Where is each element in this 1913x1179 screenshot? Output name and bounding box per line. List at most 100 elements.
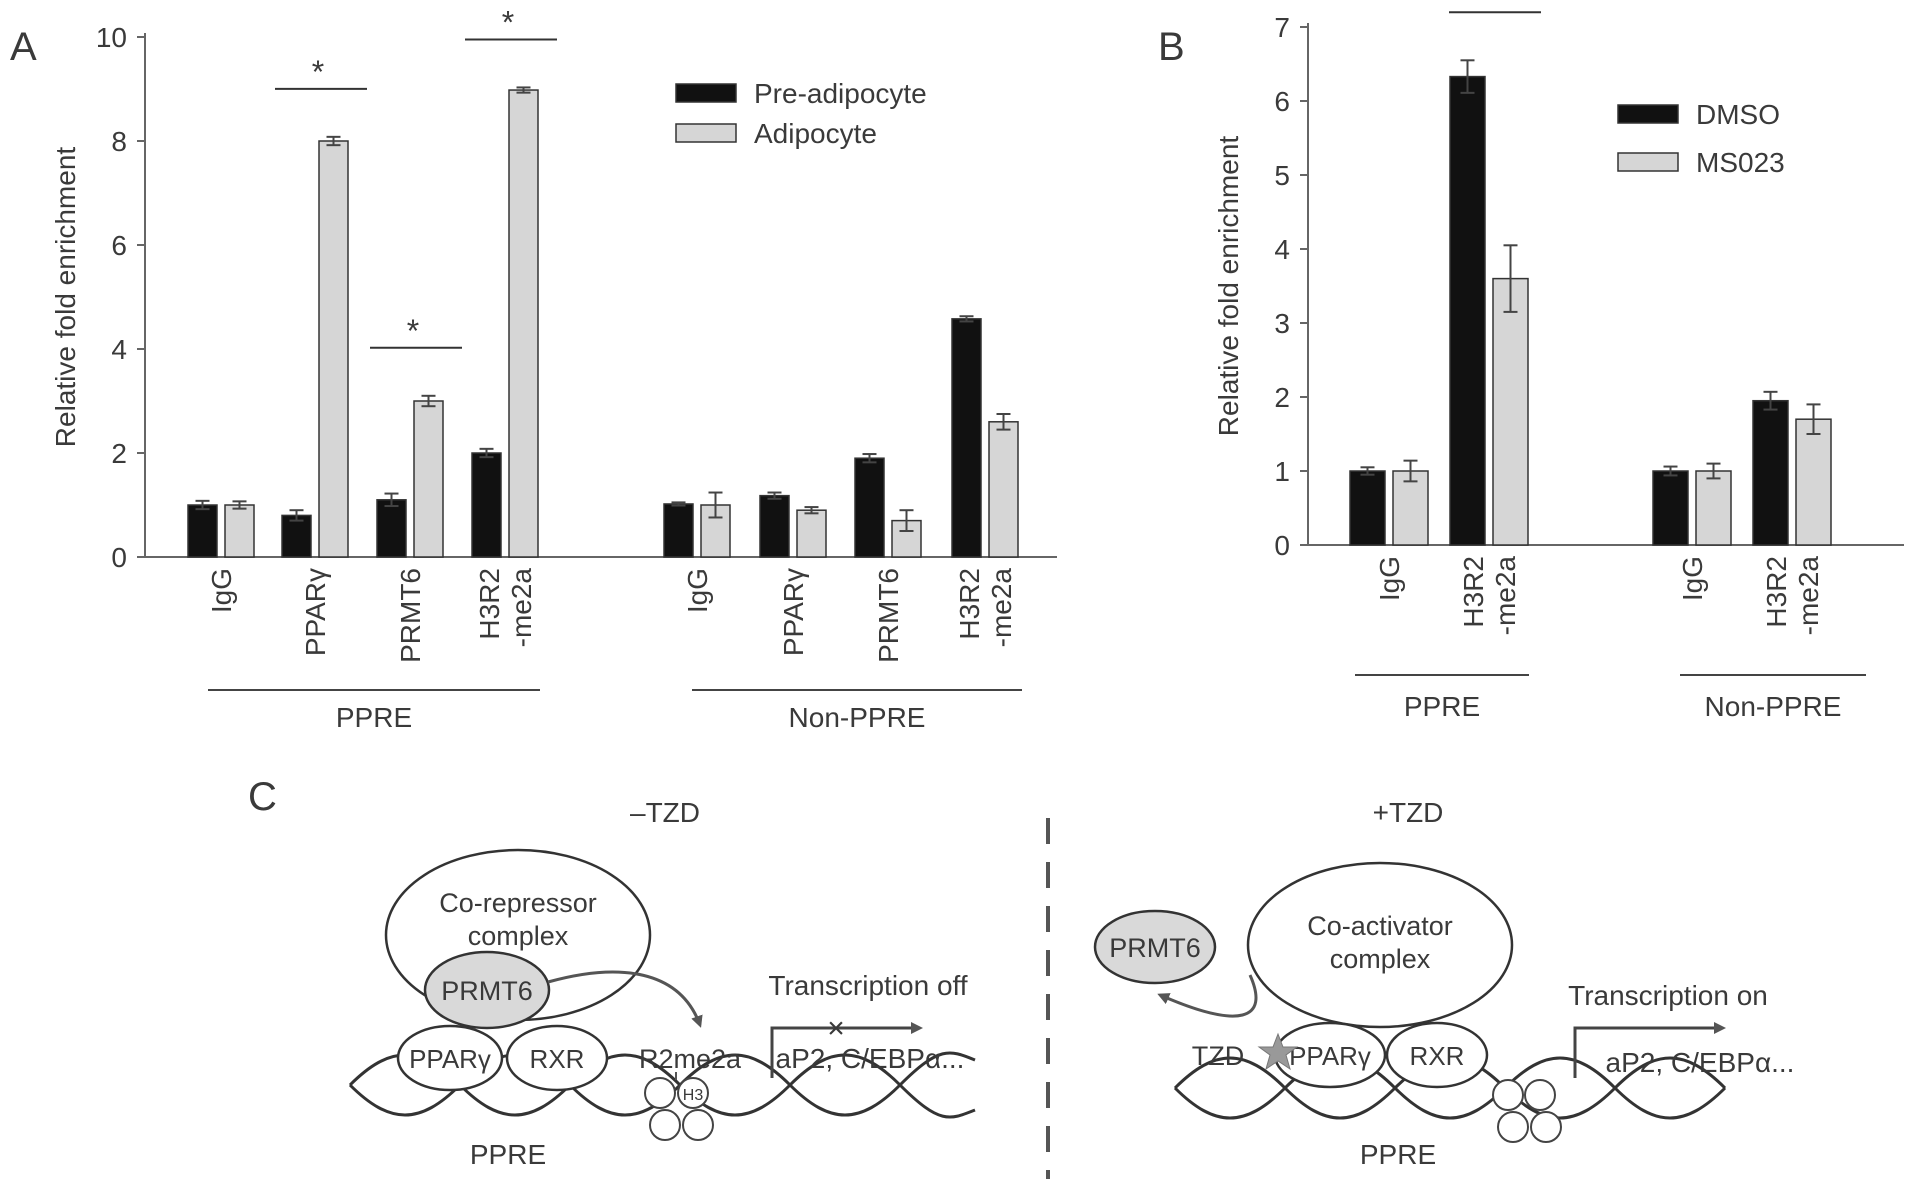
co-activator-complex [1246,861,1514,1029]
plus-tzd-title: +TZD [1373,797,1444,828]
bar [224,504,255,558]
y-axis-label: Relative fold enrichment [50,147,81,448]
legend-swatch [1617,152,1679,172]
y-tick-label: 0 [1274,530,1290,561]
x-tick-label: IgG [1677,556,1708,601]
nucleosome [1497,1111,1529,1143]
r2me2a-label: R2me2a [639,1044,742,1074]
transcription-on-label: Transcription on [1568,980,1768,1011]
bar [951,318,982,558]
target-genes-label: aP2, C/EBPα... [776,1043,965,1074]
x-tick-label: H3R2 [954,568,985,640]
rxr-label: RXR [1410,1041,1465,1071]
prmt6-label: PRMT6 [1109,933,1201,963]
x-tick-label: PPARγ [300,568,331,656]
x-tick-label: -me2a [986,568,1017,648]
co-activator-label: complex [1330,944,1431,974]
y-tick-label: 6 [1274,86,1290,117]
bar [1349,470,1386,546]
y-tick-label: 2 [111,438,127,469]
legend-label: Pre-adipocyte [754,78,927,109]
significance-marker: * [312,54,324,90]
nucleosome [1530,1111,1562,1143]
y-tick-label: 8 [111,126,127,157]
ppar-gamma-protein [396,1024,504,1092]
panel-label-a: A [10,25,37,69]
bar [376,499,407,558]
bar [663,503,694,558]
bar [1695,470,1732,546]
x-tick-label: -me2a [1490,556,1521,636]
nucleosome [677,1077,709,1109]
x-tick-label: H3R2 [1761,556,1792,628]
bar [413,400,444,558]
group-label: PPRE [1404,691,1480,722]
histone-label: H3 [683,1087,704,1104]
bar [1652,470,1689,546]
group-label: Non-PPRE [1705,691,1842,722]
tzd-label: TZD [1192,1041,1244,1071]
legend-label: MS023 [1696,147,1785,178]
y-axis-label: Relative fold enrichment [1213,136,1244,437]
transcription-arrow [1573,1022,1726,1078]
legend-swatch [1617,104,1679,124]
transcription-off-label: Transcription off [768,970,967,1001]
rxr-label: RXR [530,1044,585,1074]
bar [796,509,827,558]
dna-strand [1173,1056,1727,1120]
bar [1752,399,1789,546]
co-repressor-label: complex [468,921,569,951]
ppre-label: PPRE [470,1139,546,1170]
methylation-arrow [547,970,703,1028]
x-tick-label: -me2a [506,568,537,648]
bar [1449,75,1486,546]
group-label: Non-PPRE [789,702,926,733]
bar [508,89,539,558]
panel-label-b: B [1158,25,1185,69]
rxr-protein [505,1024,609,1092]
legend-swatch [675,123,737,143]
significance-marker: * [502,4,514,40]
nucleosome [1492,1079,1524,1111]
group-label: PPRE [336,702,412,733]
legend-label: Adipocyte [754,118,877,149]
y-tick-label: 0 [111,542,127,573]
ppar-gamma-label: PPARγ [1289,1041,1371,1071]
mechanism-diagram: –TZD PPRE H3 Co-repressor complex PRMT6 … [348,797,1795,1179]
bar [187,504,218,558]
prmt6-protein [423,950,551,1030]
x-tick-label: PRMT6 [873,568,904,663]
ppar-gamma-label: PPARγ [409,1044,491,1074]
x-tick-label: PPARγ [778,568,809,656]
transcription-block-mark: × [827,1012,845,1045]
nucleosome [644,1077,676,1109]
transcription-arrow [770,1022,923,1078]
prmt6-protein [1093,909,1217,985]
prmt6-label: PRMT6 [441,976,533,1006]
bar [988,421,1019,558]
x-tick-label: IgG [682,568,713,613]
x-tick-label: IgG [206,568,237,613]
x-tick-label: PRMT6 [395,568,426,663]
legend-label: DMSO [1696,99,1780,130]
y-tick-label: 7 [1274,12,1290,43]
y-tick-label: 2 [1274,382,1290,413]
y-tick-label: 5 [1274,160,1290,191]
y-tick-label: 10 [96,22,127,53]
nucleosome [649,1109,681,1141]
significance-marker: * [1486,0,1498,13]
release-arrow [1157,974,1258,1018]
target-genes-label: aP2, C/EBPα... [1606,1047,1795,1078]
bar [854,457,885,558]
bar [759,494,790,558]
bar [1795,418,1832,546]
legend-swatch [675,83,737,103]
y-tick-label: 4 [1274,234,1290,265]
x-tick-label: H3R2 [1458,556,1489,628]
nucleosome [682,1109,714,1141]
co-repressor-label: Co-repressor [439,888,597,918]
x-tick-label: H3R2 [474,568,505,640]
chart-panel-a: 0 2 4 6 8 10 Relative fold enrichment IgG PPARγ P… [50,4,1057,733]
